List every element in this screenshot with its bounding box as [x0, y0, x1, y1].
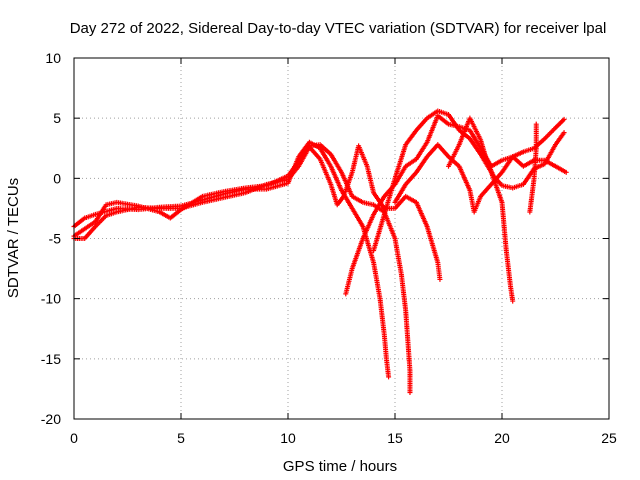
y-tick-label: -20	[41, 411, 61, 427]
y-tick-label: 5	[53, 110, 61, 126]
series-s7	[446, 115, 567, 191]
x-tick-label: 20	[494, 430, 510, 446]
x-tick-label: 10	[280, 430, 296, 446]
y-tick-label: -5	[49, 231, 62, 247]
x-tick-label: 5	[177, 430, 185, 446]
y-axis-label: SDTVAR / TECUs	[5, 178, 22, 298]
series-s8	[527, 121, 539, 215]
y-tick-label: -10	[41, 291, 61, 307]
data-point	[437, 276, 443, 282]
y-tick-label: 10	[45, 50, 61, 66]
data-point	[510, 298, 516, 304]
x-tick-label: 0	[70, 430, 78, 446]
data-point	[561, 116, 567, 122]
data-point	[561, 130, 567, 136]
chart-title: Day 272 of 2022, Sidereal Day-to-day VTE…	[70, 20, 607, 37]
x-tick-label: 25	[601, 430, 617, 446]
y-tick-label: 0	[53, 170, 61, 186]
x-tick-label: 15	[387, 430, 403, 446]
data-point	[407, 390, 413, 396]
data-points	[71, 108, 569, 396]
ticks: 0 5 10 15 20 25 10 5 0 -5 -10 -15 -20	[41, 50, 617, 446]
x-axis-label: GPS time / hours	[283, 458, 397, 475]
series-s2	[71, 142, 413, 396]
data-point	[563, 169, 569, 175]
series-s3	[71, 143, 443, 282]
data-point	[386, 374, 392, 380]
y-tick-label: -15	[41, 351, 61, 367]
data-point	[533, 121, 539, 127]
series-s6	[392, 116, 567, 215]
